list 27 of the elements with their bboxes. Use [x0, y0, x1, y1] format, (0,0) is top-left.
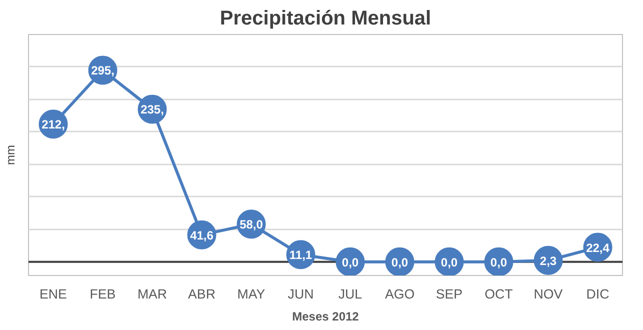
data-label: 212,	[42, 118, 65, 132]
data-label: 2,3	[540, 254, 557, 268]
data-label: 58,0	[240, 218, 264, 232]
data-label: 0,0	[391, 255, 408, 270]
x-tick-label: AGO	[384, 286, 415, 302]
x-tick-label: NOV	[534, 286, 563, 302]
x-tick-label: FEB	[90, 286, 116, 302]
chart-title: Precipitación Mensual	[220, 8, 432, 30]
x-tick-label: MAY	[237, 286, 266, 302]
x-tick-label: JUN	[288, 286, 314, 302]
data-label: 295,	[91, 64, 114, 78]
x-tick-label: SEP	[436, 286, 463, 302]
x-tick-label: DIC	[586, 286, 610, 302]
data-label: 22,4	[586, 240, 610, 255]
x-tick-label: ENE	[40, 286, 68, 302]
x-tick-label: ABR	[188, 286, 216, 302]
data-label: 11,1	[289, 248, 312, 262]
data-label: 235,	[140, 102, 164, 117]
x-tick-label: OCT	[484, 286, 513, 302]
data-label: 0,0	[490, 255, 508, 270]
y-axis-title: mm	[4, 144, 18, 165]
x-axis-title: Meses 2012	[292, 310, 360, 324]
data-label: 0,0	[342, 255, 359, 270]
data-label: 0,0	[440, 255, 458, 270]
x-tick-label: JUL	[338, 286, 362, 302]
data-label: 41,6	[190, 228, 214, 242]
x-tick-label: MAR	[137, 286, 168, 302]
